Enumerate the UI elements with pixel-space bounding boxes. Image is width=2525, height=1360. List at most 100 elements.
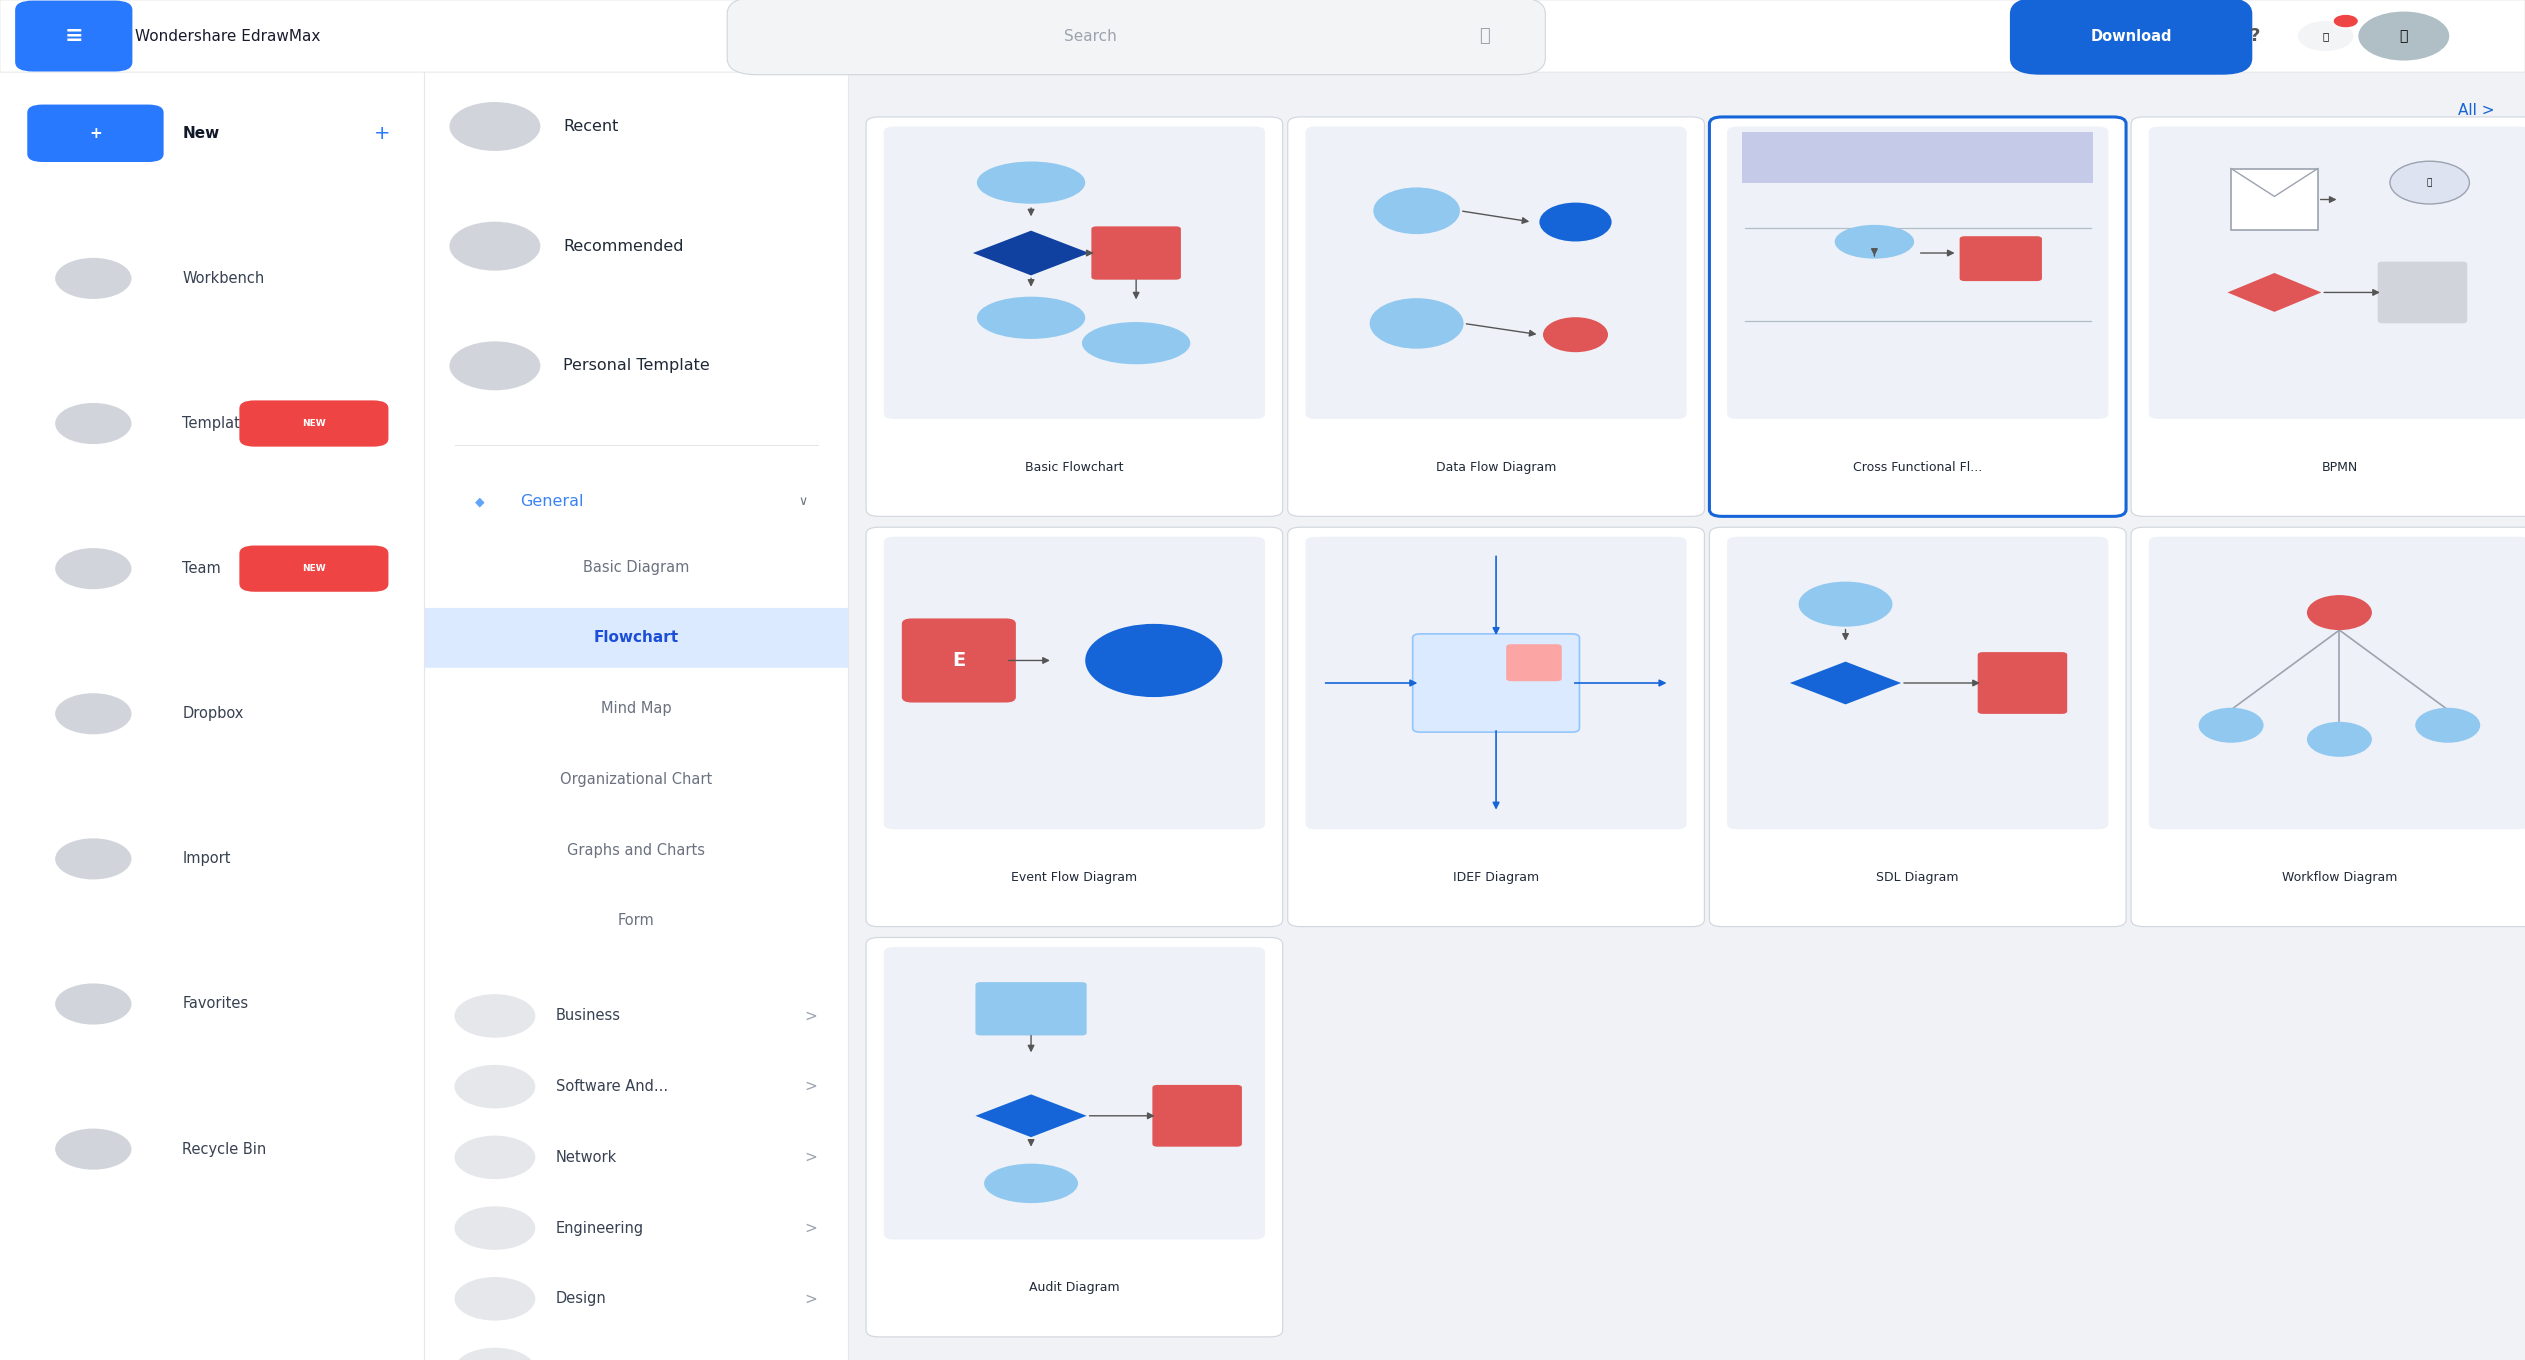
FancyBboxPatch shape	[2379, 261, 2467, 324]
FancyBboxPatch shape	[1305, 126, 1687, 419]
Text: NEW: NEW	[303, 419, 326, 428]
Text: New: New	[182, 125, 220, 141]
Text: Basic Diagram: Basic Diagram	[583, 559, 689, 575]
Text: Cross Functional Fl...: Cross Functional Fl...	[1853, 461, 1982, 473]
Text: Team: Team	[182, 562, 222, 577]
Circle shape	[56, 838, 131, 880]
Text: >: >	[803, 1149, 818, 1166]
Text: Workflow Diagram: Workflow Diagram	[2283, 870, 2396, 884]
Text: Event Flow Diagram: Event Flow Diagram	[1013, 870, 1136, 884]
FancyBboxPatch shape	[2149, 126, 2525, 419]
Text: Recycle Bin: Recycle Bin	[182, 1141, 268, 1156]
Text: Workbench: Workbench	[182, 271, 265, 286]
FancyBboxPatch shape	[727, 0, 1545, 75]
FancyBboxPatch shape	[28, 105, 164, 162]
FancyBboxPatch shape	[866, 937, 1283, 1337]
FancyBboxPatch shape	[1977, 651, 2068, 714]
Text: Flowchart: Flowchart	[593, 630, 679, 646]
FancyBboxPatch shape	[1507, 645, 1563, 681]
FancyBboxPatch shape	[2149, 537, 2525, 830]
Circle shape	[56, 983, 131, 1024]
Circle shape	[56, 548, 131, 589]
Circle shape	[1374, 188, 1459, 234]
Circle shape	[2358, 12, 2449, 61]
FancyBboxPatch shape	[884, 126, 1265, 419]
Circle shape	[2391, 162, 2469, 204]
Text: Wondershare EdrawMax: Wondershare EdrawMax	[134, 29, 321, 44]
Text: +: +	[374, 124, 389, 143]
FancyBboxPatch shape	[1091, 226, 1182, 280]
Circle shape	[454, 1065, 535, 1108]
Ellipse shape	[977, 296, 1086, 339]
Text: ∨: ∨	[798, 495, 808, 509]
FancyBboxPatch shape	[884, 947, 1265, 1239]
FancyBboxPatch shape	[240, 545, 389, 592]
Polygon shape	[972, 231, 1088, 275]
FancyBboxPatch shape	[1959, 237, 2043, 282]
Circle shape	[454, 1136, 535, 1179]
Polygon shape	[1790, 661, 1901, 704]
Text: Engineering: Engineering	[556, 1220, 644, 1236]
FancyBboxPatch shape	[1709, 528, 2126, 926]
Text: NEW: NEW	[303, 564, 326, 573]
Text: ≡: ≡	[66, 26, 83, 46]
Text: Import: Import	[182, 851, 230, 866]
Text: >: >	[803, 1220, 818, 1236]
Text: All >: All >	[2459, 102, 2495, 118]
Circle shape	[2333, 15, 2358, 29]
Text: Organizational Chart: Organizational Chart	[561, 771, 712, 787]
FancyBboxPatch shape	[1411, 634, 1581, 732]
FancyBboxPatch shape	[901, 619, 1015, 703]
Text: BPMN: BPMN	[2320, 461, 2358, 473]
Circle shape	[454, 1277, 535, 1321]
Text: Mind Map: Mind Map	[601, 700, 672, 717]
Circle shape	[2416, 707, 2480, 743]
Text: 🔔: 🔔	[2323, 31, 2328, 41]
FancyBboxPatch shape	[1151, 1085, 1242, 1146]
Ellipse shape	[1836, 224, 1914, 258]
Circle shape	[2298, 22, 2353, 52]
Circle shape	[449, 222, 540, 271]
Circle shape	[2308, 722, 2371, 756]
Circle shape	[56, 694, 131, 734]
Text: Business: Business	[556, 1008, 621, 1024]
Ellipse shape	[1083, 322, 1189, 364]
Text: Software And...: Software And...	[556, 1078, 667, 1095]
Text: Download: Download	[2091, 29, 2172, 44]
FancyBboxPatch shape	[0, 0, 2525, 72]
Circle shape	[449, 102, 540, 151]
Text: >: >	[803, 1078, 818, 1095]
FancyBboxPatch shape	[1727, 126, 2108, 419]
Text: Data Flow Diagram: Data Flow Diagram	[1437, 461, 1555, 473]
Text: 👤: 👤	[2399, 29, 2409, 44]
FancyBboxPatch shape	[0, 72, 424, 1360]
Text: E: E	[952, 651, 965, 670]
Circle shape	[454, 1206, 535, 1250]
Text: ?: ?	[2250, 27, 2260, 45]
Circle shape	[454, 1348, 535, 1360]
FancyBboxPatch shape	[2010, 0, 2252, 75]
Circle shape	[449, 341, 540, 390]
FancyBboxPatch shape	[424, 608, 848, 668]
Text: ◆: ◆	[475, 495, 485, 509]
Polygon shape	[2227, 273, 2320, 311]
Text: Dropbox: Dropbox	[182, 706, 245, 721]
Ellipse shape	[1086, 624, 1222, 698]
FancyBboxPatch shape	[2131, 528, 2525, 926]
Text: Search: Search	[1066, 29, 1116, 44]
Text: Network: Network	[556, 1149, 616, 1166]
FancyBboxPatch shape	[1288, 528, 1704, 926]
Text: 🕐: 🕐	[2427, 178, 2432, 188]
Text: General: General	[520, 494, 583, 510]
Text: IDEF Diagram: IDEF Diagram	[1452, 870, 1540, 884]
Circle shape	[2308, 596, 2371, 630]
Polygon shape	[975, 1095, 1086, 1137]
Circle shape	[56, 258, 131, 299]
Text: Recommended: Recommended	[563, 238, 684, 254]
FancyBboxPatch shape	[975, 982, 1086, 1035]
Text: >: >	[803, 1008, 818, 1024]
Ellipse shape	[1798, 582, 1891, 627]
Text: Basic Flowchart: Basic Flowchart	[1025, 461, 1124, 473]
Bar	[1742, 132, 2093, 182]
Text: ⌕: ⌕	[1480, 27, 1490, 45]
